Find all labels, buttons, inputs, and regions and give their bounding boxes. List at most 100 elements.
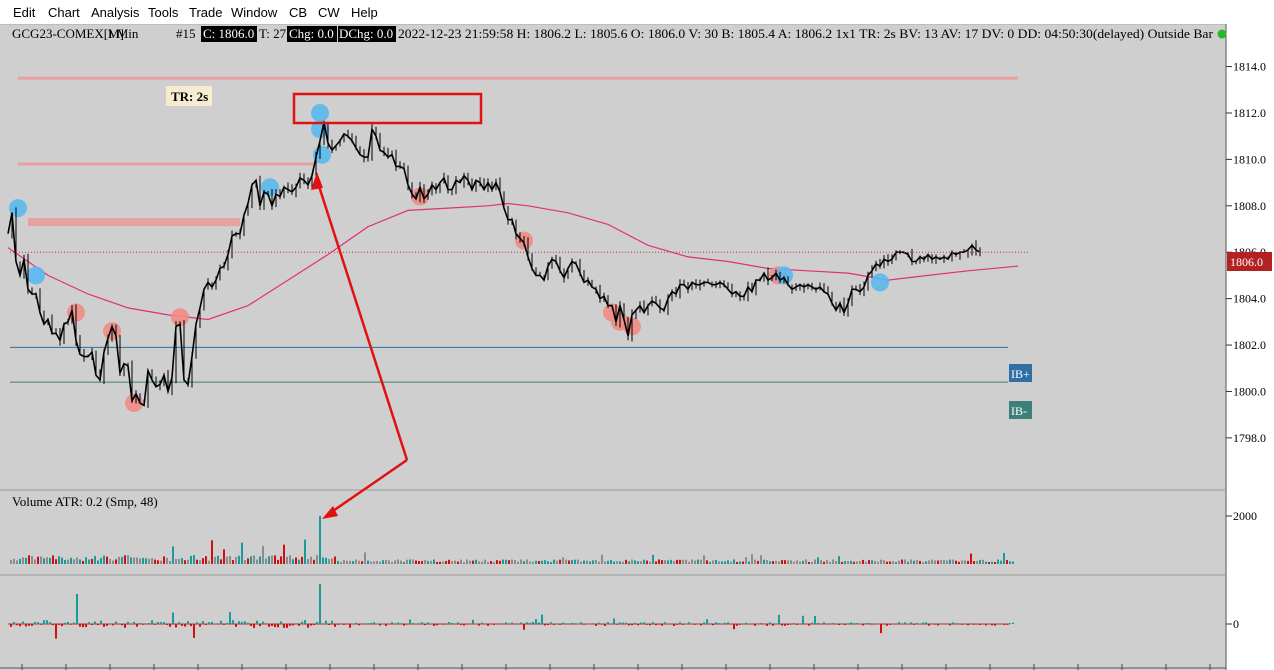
volume-bar bbox=[226, 556, 228, 564]
delta-bar bbox=[574, 623, 576, 624]
volume-bar bbox=[412, 559, 414, 564]
delta-bar bbox=[463, 624, 465, 626]
quote-details: 2022-12-23 21:59:58 H: 1806.2 L: 1805.6 … bbox=[398, 26, 1214, 41]
delta-bar bbox=[742, 623, 744, 624]
volume-bar bbox=[13, 558, 15, 564]
volume-bar bbox=[736, 562, 738, 564]
menu-item-chart[interactable]: Chart bbox=[48, 5, 80, 20]
delta-bar bbox=[67, 621, 69, 624]
menu-item-cb[interactable]: CB bbox=[289, 5, 308, 20]
delta-bar bbox=[736, 624, 738, 626]
delta-bar bbox=[139, 622, 141, 624]
delta-bar bbox=[565, 623, 567, 624]
delta-bar bbox=[238, 621, 240, 624]
volume-bar bbox=[541, 560, 543, 564]
volume-bar bbox=[256, 559, 258, 564]
volume-bar bbox=[181, 558, 183, 564]
volume-bar bbox=[961, 560, 963, 564]
price-tick-label: 1800.0 bbox=[1233, 384, 1266, 398]
volume-bar bbox=[940, 559, 942, 564]
delta-bar bbox=[262, 621, 264, 624]
delta-bar bbox=[100, 620, 102, 624]
volume-bar bbox=[103, 555, 105, 564]
delta-bar bbox=[895, 624, 897, 625]
delta-bar bbox=[628, 624, 630, 626]
volume-bar bbox=[487, 561, 489, 564]
delta-bar bbox=[241, 621, 243, 624]
menu-item-cw[interactable]: CW bbox=[318, 5, 340, 20]
delta-bar bbox=[700, 624, 702, 626]
volume-bar bbox=[925, 561, 927, 564]
menu-item-tools[interactable]: Tools bbox=[148, 5, 179, 20]
volume-bar bbox=[559, 559, 561, 564]
volume-bar bbox=[370, 561, 372, 564]
volume-bar bbox=[781, 560, 783, 564]
volume-bar bbox=[631, 559, 633, 564]
delta-bar bbox=[580, 622, 582, 624]
delta-tick-label: 0 bbox=[1233, 617, 1239, 631]
delta-bar bbox=[625, 622, 627, 624]
menu-item-trade[interactable]: Trade bbox=[189, 5, 223, 20]
delta-bar bbox=[499, 623, 501, 624]
delta-bar bbox=[850, 622, 852, 624]
delta-bar bbox=[22, 621, 24, 624]
delta-bar bbox=[862, 624, 864, 626]
delta-bar bbox=[64, 622, 66, 624]
menu-item-edit[interactable]: Edit bbox=[13, 5, 36, 20]
volume-bar bbox=[931, 559, 933, 564]
volume-bar bbox=[415, 560, 417, 564]
volume-bar bbox=[451, 561, 453, 564]
delta-bar bbox=[304, 620, 306, 624]
volume-bar bbox=[58, 556, 60, 564]
delta-bar bbox=[190, 624, 192, 627]
delta-bar bbox=[442, 624, 444, 625]
delta-bar bbox=[832, 622, 834, 624]
price-tick-label: 1798.0 bbox=[1233, 431, 1266, 445]
delta-bar bbox=[487, 624, 489, 626]
ib-plus-label: IB+ bbox=[1011, 367, 1030, 381]
delta-bar bbox=[424, 624, 426, 626]
delta-bar bbox=[793, 622, 795, 624]
volume-bar bbox=[142, 557, 144, 564]
volume-bar bbox=[331, 558, 333, 564]
volume-bar bbox=[619, 561, 621, 564]
volume-bar bbox=[859, 561, 861, 564]
volume-bar bbox=[691, 559, 693, 564]
volume-bar bbox=[556, 560, 558, 564]
volume-bar bbox=[376, 560, 378, 564]
delta-bar bbox=[325, 620, 327, 624]
volume-bar bbox=[292, 559, 294, 564]
annotation-arrow-up bbox=[315, 179, 409, 461]
delta-bar bbox=[769, 622, 771, 624]
volume-bar bbox=[868, 560, 870, 564]
menu-item-help[interactable]: Help bbox=[351, 5, 378, 20]
delta-bar bbox=[202, 621, 204, 624]
volume-bar bbox=[832, 559, 834, 564]
volume-bar bbox=[94, 555, 96, 564]
volume-bar bbox=[457, 561, 459, 564]
volume-bar bbox=[913, 560, 915, 564]
volume-bar bbox=[700, 559, 702, 564]
delta-bar bbox=[712, 624, 714, 626]
volume-bar bbox=[727, 560, 729, 564]
dchg-box bbox=[338, 26, 396, 42]
delta-bar bbox=[865, 623, 867, 624]
volume-bar bbox=[865, 561, 867, 564]
delta-bar bbox=[274, 624, 276, 628]
menu-item-window[interactable]: Window bbox=[231, 5, 278, 20]
delta-bar bbox=[889, 624, 891, 625]
delta-bar bbox=[397, 622, 399, 624]
volume-bar bbox=[394, 560, 396, 564]
menu-item-analysis[interactable]: Analysis bbox=[91, 5, 140, 20]
volume-bar bbox=[358, 560, 360, 564]
delta-bar bbox=[748, 623, 750, 624]
delta-bar bbox=[631, 624, 633, 626]
volume-bar bbox=[766, 560, 768, 564]
volume-bar bbox=[175, 558, 177, 564]
delta-bar bbox=[52, 624, 54, 626]
volume-bar bbox=[301, 556, 303, 564]
delta-bar bbox=[928, 624, 930, 626]
volume-bar bbox=[121, 557, 123, 564]
delta-bar bbox=[115, 621, 117, 624]
